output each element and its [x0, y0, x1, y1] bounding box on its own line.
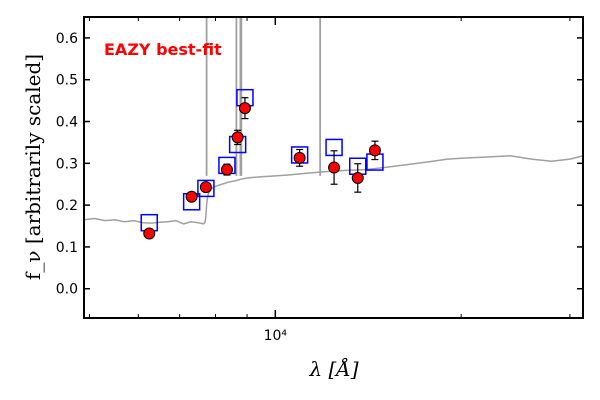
observed-photometry-point — [143, 227, 156, 240]
observed-photometry-point — [185, 190, 198, 203]
observed-photometry-point — [368, 144, 381, 157]
observed-photometry-point — [238, 102, 251, 115]
plot-frame — [83, 16, 584, 319]
annotation-label: EAZY best-fit — [104, 40, 222, 59]
x-axis-label: λ [Å] — [308, 356, 358, 381]
y-tick-label: 0.0 — [56, 282, 78, 298]
template-spectrum-line — [84, 155, 583, 225]
y-tick-label: 0.5 — [56, 73, 78, 89]
observed-photometry-point — [328, 161, 341, 174]
observed-photometry-point — [231, 131, 244, 144]
axis-ticks: 0.0 0.1 0.2 0.3 0.4 0.5 0.6 10⁴ — [56, 17, 583, 344]
observed-photometry-point — [293, 151, 306, 164]
observed-photometry-point — [351, 171, 364, 184]
plot-area — [84, 17, 583, 240]
observed-photometry-point — [220, 163, 233, 176]
y-tick-label: 0.1 — [56, 240, 78, 256]
y-tick-label: 0.6 — [56, 31, 78, 47]
y-tick-label: 0.2 — [56, 198, 78, 214]
observed-photometry-point — [199, 181, 212, 194]
y-axis-label: f_ν [arbitrarily scaled] — [21, 54, 45, 280]
y-tick-label: 0.4 — [56, 115, 78, 131]
model-photometry-box — [197, 179, 215, 198]
x-tick-label: 10⁴ — [264, 328, 288, 344]
y-tick-label: 0.3 — [56, 156, 78, 172]
